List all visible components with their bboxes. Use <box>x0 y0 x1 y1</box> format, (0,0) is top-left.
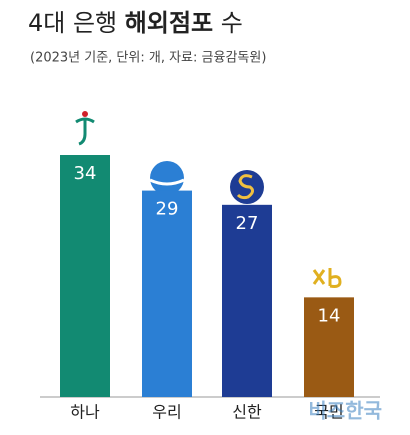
logo-woori <box>149 161 185 195</box>
bar <box>222 204 272 397</box>
chart-title: 4대 은행 해외점포 수 <box>28 9 243 37</box>
bar <box>60 155 110 397</box>
logo-kb <box>312 268 342 288</box>
chart-subtitle: (2023년 기준, 단위: 개, 자료: 금융감독원) <box>30 51 266 66</box>
x-tick-label: 국민 <box>314 403 343 422</box>
value-label: 27 <box>236 213 259 234</box>
x-tick-label: 하나 <box>70 403 100 422</box>
x-tick-label: 신한 <box>232 403 262 422</box>
title-part: 수 <box>221 9 243 37</box>
logo-hana <box>75 111 95 146</box>
watermark: 비즈한국 <box>308 399 382 423</box>
value-label: 34 <box>74 163 97 184</box>
logo-shinhan <box>230 170 264 204</box>
bar <box>142 190 192 397</box>
title-part: 4대 은행 <box>28 9 117 37</box>
bar <box>304 297 354 397</box>
x-tick-label: 우리 <box>152 403 181 422</box>
title-emphasis: 해외점포 <box>125 9 213 37</box>
value-label: 14 <box>318 305 341 326</box>
value-label: 29 <box>156 199 179 220</box>
